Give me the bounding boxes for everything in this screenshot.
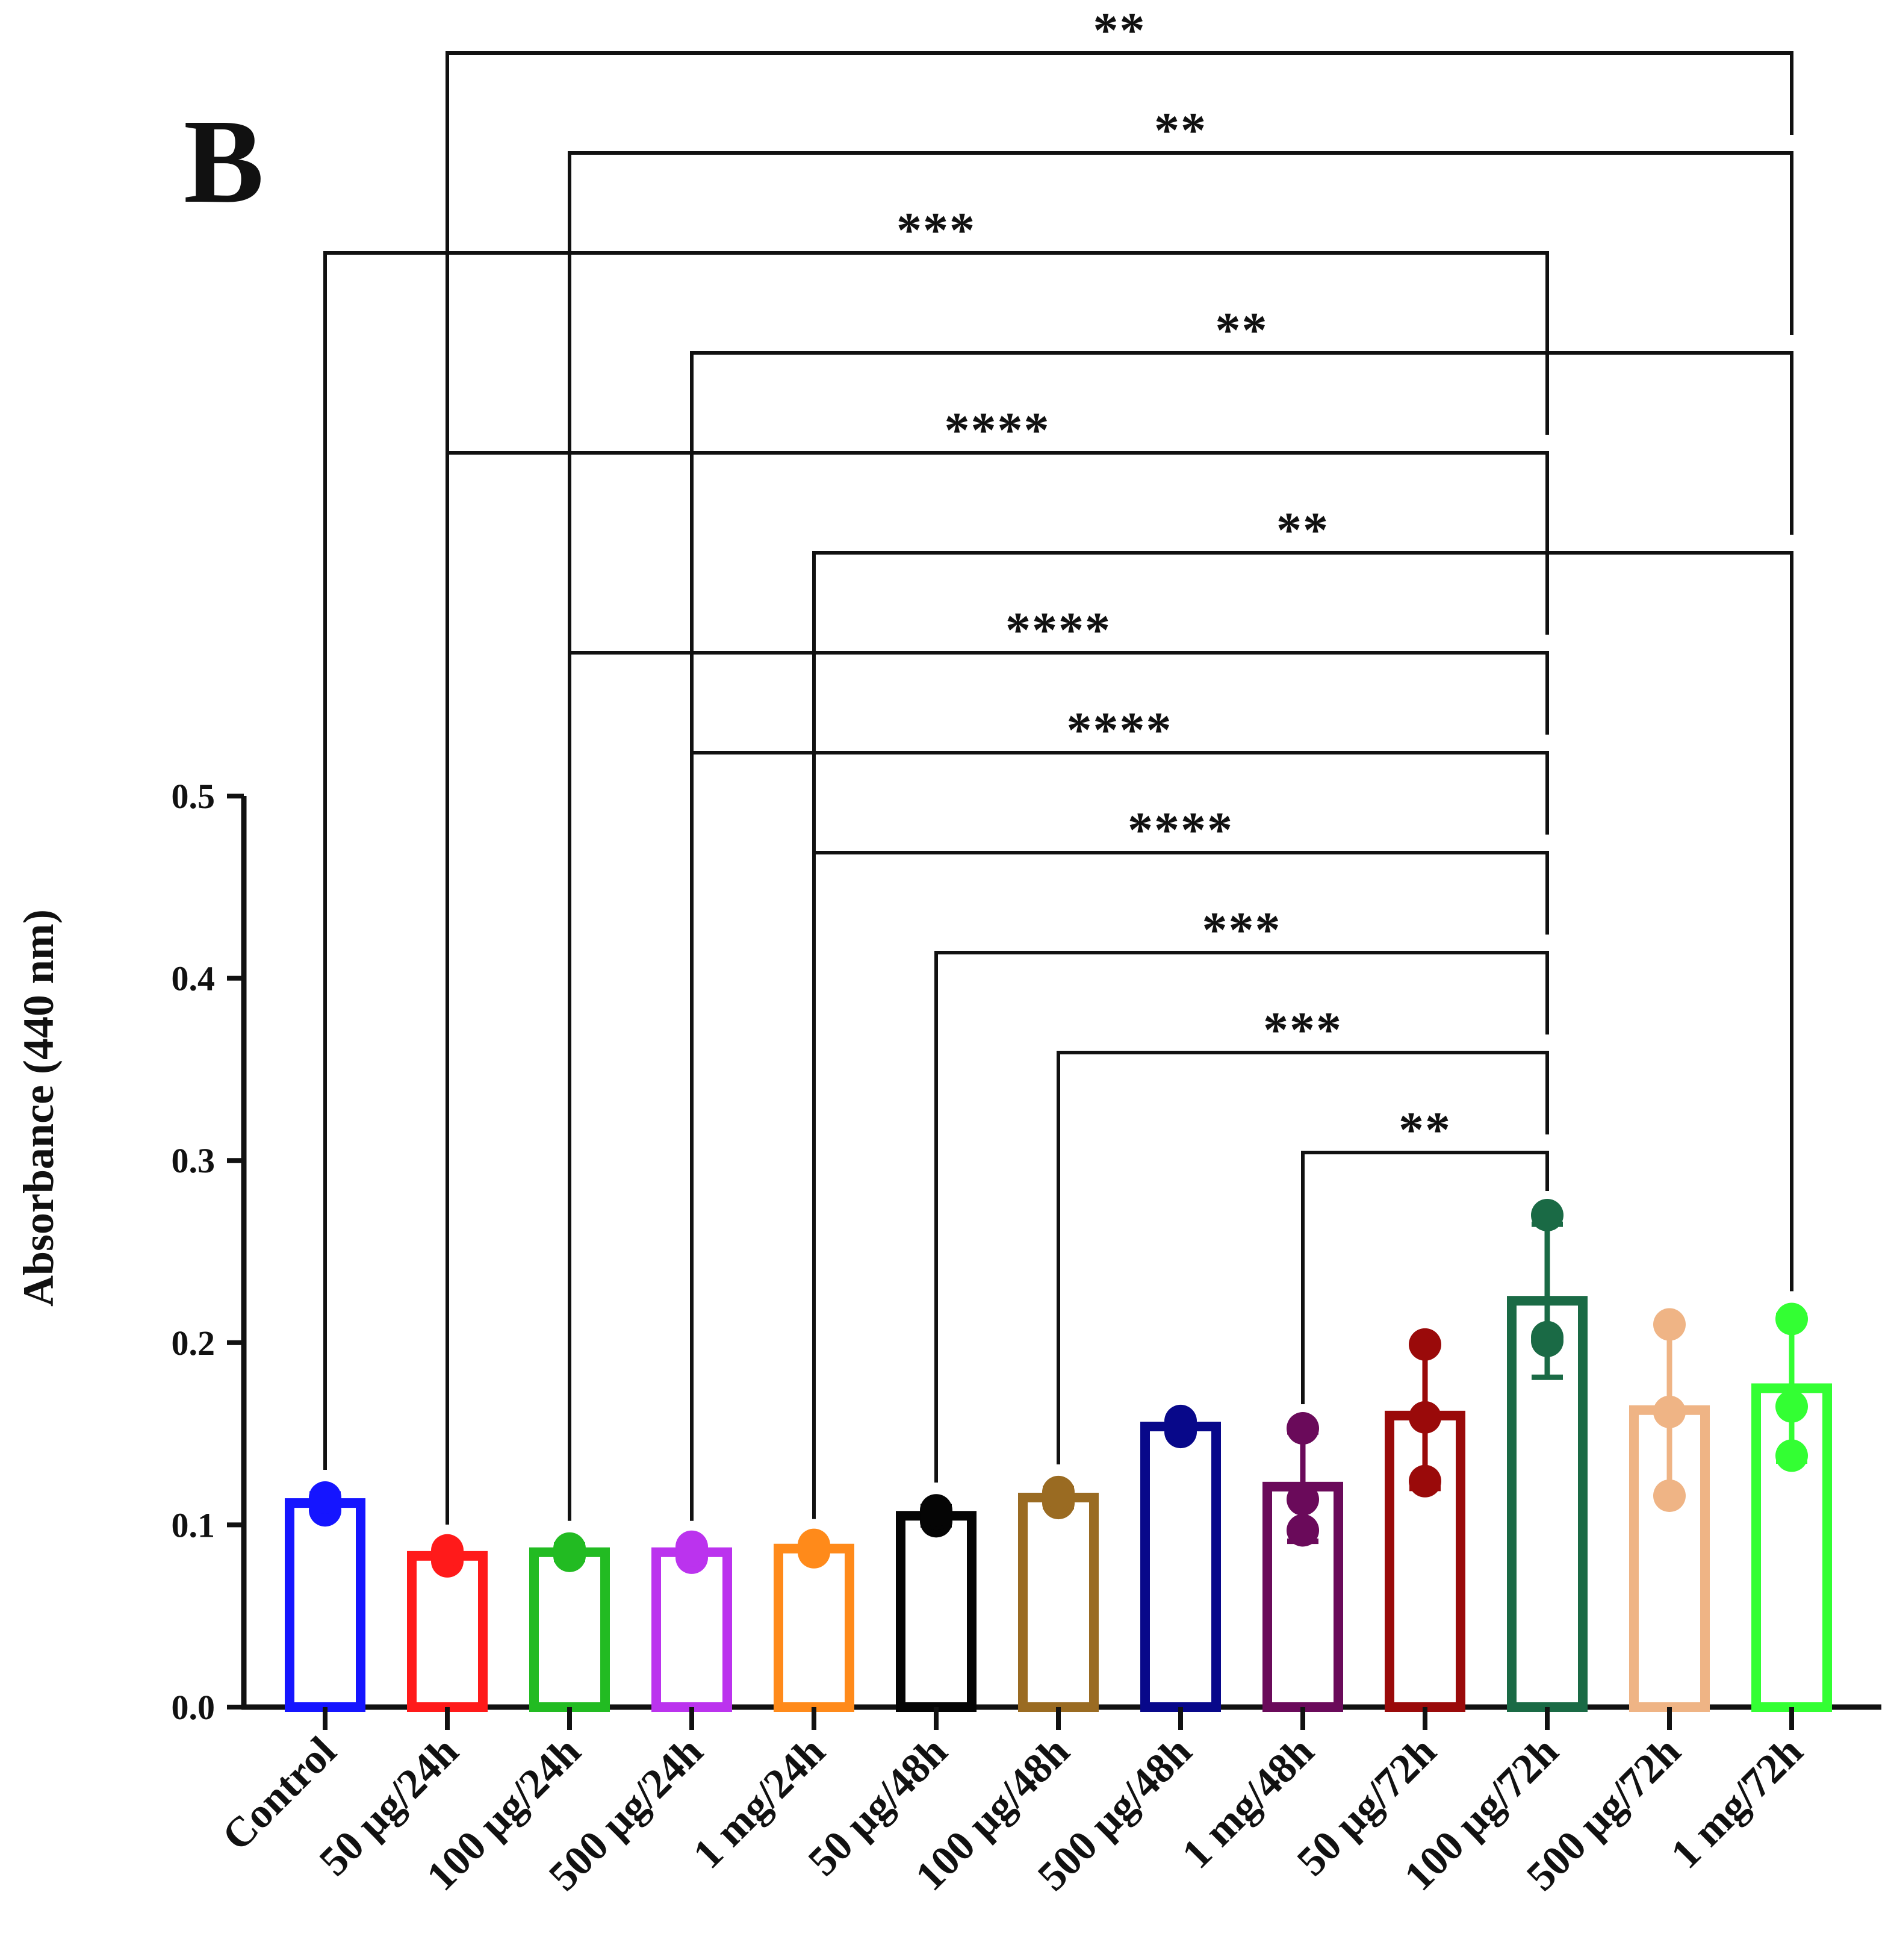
significance-label: *** bbox=[1202, 902, 1282, 958]
bar bbox=[1140, 1421, 1221, 1713]
data-point bbox=[1164, 1404, 1197, 1437]
bar-group bbox=[1751, 1302, 1832, 1730]
x-tick-label: 1 mg/72h bbox=[1662, 1728, 1812, 1878]
bar bbox=[774, 1543, 854, 1713]
bracket-line bbox=[446, 51, 1793, 1525]
significance-label: ** bbox=[1154, 102, 1207, 158]
bracket-line bbox=[1057, 1051, 1549, 1464]
significance-label: *** bbox=[1263, 1002, 1343, 1058]
y-tick-label: 0.3 bbox=[172, 1141, 216, 1180]
significance-bracket: ** ** bbox=[446, 402, 1549, 1525]
bar-group bbox=[651, 1530, 732, 1730]
significance-label: ** bbox=[1399, 1102, 1452, 1158]
data-point bbox=[309, 1481, 341, 1514]
data-point bbox=[675, 1530, 708, 1563]
bar-group bbox=[774, 1528, 854, 1730]
y-tick-label: 0.4 bbox=[172, 959, 216, 998]
data-point bbox=[1653, 1479, 1686, 1512]
bar-group bbox=[1629, 1308, 1710, 1730]
bar bbox=[896, 1511, 977, 1713]
significance-label: **** bbox=[945, 402, 1051, 458]
data-point bbox=[1287, 1483, 1319, 1516]
data-point bbox=[920, 1494, 952, 1527]
bracket-line bbox=[690, 751, 1549, 1521]
y-tick-label: 0.2 bbox=[172, 1324, 216, 1363]
bracket-line bbox=[323, 251, 1549, 1470]
data-point bbox=[1775, 1302, 1808, 1336]
bracket-line bbox=[1301, 1151, 1549, 1405]
significance-label: *** bbox=[896, 202, 976, 258]
significance-label: ** bbox=[1276, 502, 1329, 558]
data-point bbox=[1287, 1514, 1319, 1547]
bar-group bbox=[1262, 1412, 1343, 1730]
significance-bracket: ** bbox=[1301, 1102, 1549, 1405]
bracket-line bbox=[812, 851, 1549, 1519]
bar bbox=[407, 1551, 488, 1713]
axes: 0.0 0.1 0.2 0.3 0.4 0.5 bbox=[172, 777, 1881, 1727]
bracket-line bbox=[568, 651, 1549, 1521]
data-point bbox=[1531, 1321, 1564, 1354]
data-point bbox=[1409, 1328, 1441, 1361]
bar-group bbox=[1385, 1328, 1465, 1730]
data-point bbox=[798, 1528, 830, 1561]
y-tick-label: 0.0 bbox=[172, 1688, 216, 1727]
data-point bbox=[1409, 1464, 1441, 1498]
bar-group bbox=[896, 1494, 977, 1730]
significance-label: **** bbox=[1005, 602, 1111, 658]
bar bbox=[1018, 1493, 1099, 1712]
bar-group bbox=[1018, 1475, 1099, 1730]
significance-label: **** bbox=[1128, 802, 1234, 858]
significance-bracket: **** bbox=[812, 802, 1549, 1519]
bars bbox=[285, 1198, 1832, 1730]
significance-bracket: *** bbox=[1057, 1002, 1549, 1464]
data-point bbox=[1653, 1395, 1686, 1428]
data-point bbox=[431, 1534, 464, 1567]
significance-label: ** bbox=[1093, 2, 1146, 58]
significance-bracket: *** bbox=[934, 902, 1549, 1483]
significance-bracket: ** bbox=[446, 2, 1793, 1525]
significance-bracket: *** bbox=[323, 202, 1549, 1470]
y-tick-label: 0.1 bbox=[172, 1505, 216, 1545]
bar-group bbox=[285, 1481, 365, 1730]
significance-brackets: *********************************** bbox=[323, 2, 1793, 1525]
data-point bbox=[1287, 1412, 1319, 1445]
bar-group bbox=[529, 1532, 610, 1730]
bracket-line bbox=[934, 951, 1549, 1483]
bar bbox=[285, 1498, 365, 1712]
data-point bbox=[553, 1532, 586, 1565]
bar-group bbox=[1507, 1198, 1588, 1730]
significance-label: ** bbox=[1216, 302, 1268, 358]
data-point bbox=[1409, 1401, 1441, 1434]
panel-label: B bbox=[184, 95, 264, 228]
y-axis-label: Absorbance (440 nm) bbox=[14, 909, 63, 1307]
bracket-line bbox=[446, 451, 1549, 1525]
significance-label: **** bbox=[1067, 702, 1173, 758]
data-point bbox=[1775, 1439, 1808, 1472]
data-point bbox=[1531, 1198, 1564, 1231]
data-point bbox=[1653, 1308, 1686, 1341]
bar bbox=[651, 1547, 732, 1713]
bar-group bbox=[407, 1534, 488, 1730]
y-tick-label: 0.5 bbox=[172, 777, 216, 816]
bar-group bbox=[1140, 1404, 1221, 1730]
significance-bracket: **** bbox=[568, 602, 1549, 1521]
bar bbox=[529, 1547, 610, 1713]
data-point bbox=[1042, 1475, 1075, 1508]
data-point bbox=[1775, 1390, 1808, 1423]
significance-bracket: **** bbox=[690, 702, 1549, 1521]
